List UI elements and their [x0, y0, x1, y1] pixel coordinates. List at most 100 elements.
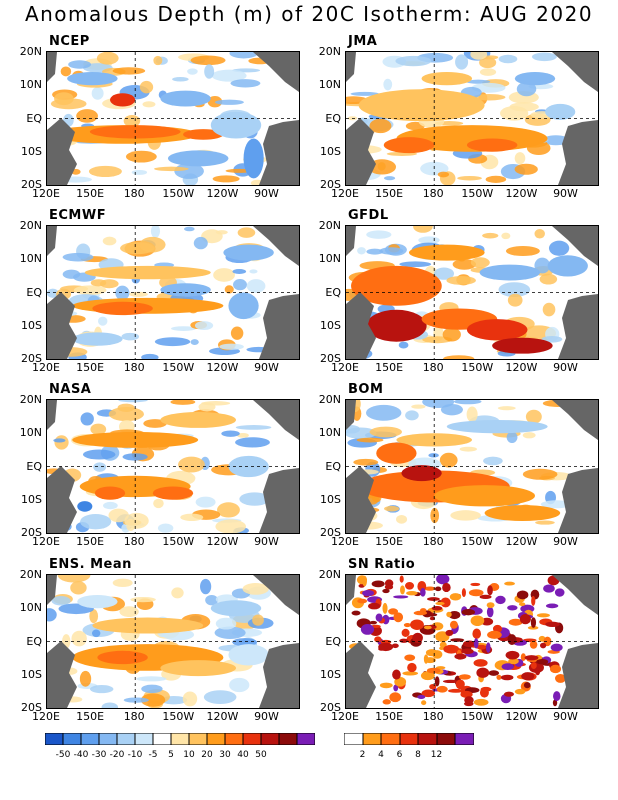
sn-ratio-cell [421, 700, 427, 706]
colorbar-label: 4 [378, 750, 384, 760]
x-tick-label: 150W [162, 187, 195, 200]
colorbar-swatch [117, 733, 135, 745]
anomaly-feature [228, 292, 259, 320]
heatmap-svg [346, 226, 598, 359]
colorbar-label: 8 [415, 750, 421, 760]
sn-ratio-cell [382, 602, 388, 614]
y-tick-label: 10N [19, 78, 42, 92]
panel-title: NASA [49, 382, 92, 397]
colorbar-swatch [225, 733, 243, 745]
anomaly-cell [205, 594, 219, 606]
anomaly-feature [376, 442, 417, 464]
anomaly-cell [237, 227, 256, 238]
anomaly-cell [246, 279, 266, 293]
y-tick-label: 10N [19, 426, 42, 440]
sn-ratio-cell [531, 595, 536, 606]
field-map [345, 574, 599, 709]
anomaly-cell [384, 505, 400, 512]
anomaly-cell [98, 316, 108, 326]
sn-ratio-cell [434, 586, 442, 592]
colorbar-label: 6 [396, 750, 403, 760]
sn-ratio-cell [545, 603, 559, 609]
sn-ratio-cell [523, 682, 531, 689]
anomaly-cell [353, 458, 379, 466]
sn-ratio-cell [448, 610, 461, 620]
y-tick-label: EQ [325, 634, 341, 648]
anomaly-cell [214, 99, 244, 105]
heatmap-svg [346, 575, 598, 708]
y-tick-label: 20N [19, 45, 42, 58]
sn-ratio-cell [429, 684, 437, 690]
y-tick-label: EQ [325, 111, 341, 125]
anomaly-cell [249, 269, 258, 274]
sn-ratio-cell [516, 590, 529, 600]
x-tick-label: 90W [553, 187, 578, 200]
colorbar-swatch [207, 733, 225, 745]
anomaly-cell [506, 431, 518, 444]
sn-ratio-cell [461, 609, 476, 616]
sn-ratio-cell [479, 594, 492, 600]
anomaly-cell [215, 519, 246, 533]
sn-ratio-cell [553, 691, 561, 702]
anomaly-cell [457, 175, 482, 181]
anomaly-cell [366, 248, 384, 255]
sn-ratio-cell [486, 606, 494, 618]
anomaly-cell [540, 500, 572, 509]
anomaly-cell [91, 629, 101, 638]
anomaly-cell [60, 66, 72, 77]
anomaly-feature [210, 600, 262, 617]
x-tick-label: 180 [422, 535, 444, 548]
sn-ratio-cell [402, 671, 419, 676]
anomaly-feature [77, 594, 118, 609]
anomaly-feature [77, 501, 93, 512]
sn-ratio-cell [405, 581, 415, 590]
anomaly-cell [73, 285, 107, 295]
colorbar-swatch [171, 733, 189, 745]
y-tick-label: EQ [26, 285, 42, 299]
anomaly-feature [243, 138, 264, 179]
anomaly-cell [54, 435, 69, 450]
anomaly-feature [547, 255, 588, 277]
anomaly-cell [369, 426, 402, 438]
colorbar-swatch [362, 733, 381, 745]
anomaly-cell [129, 291, 148, 297]
y-tick-label: 10S [21, 667, 42, 681]
sn-ratio-cell [426, 597, 440, 601]
anomaly-cell [534, 257, 551, 274]
anomaly-cell [123, 115, 141, 127]
sn-ratio-cell [549, 664, 562, 674]
anomaly-cell [232, 268, 247, 275]
x-tick-label: 150W [461, 187, 494, 200]
y-tick-label: 10S [320, 667, 341, 681]
sn-ratio-cell [401, 628, 410, 637]
anomaly-cell [204, 64, 215, 79]
anomaly-cell [154, 337, 191, 347]
anomaly-cell [356, 437, 384, 443]
colorbar-label: 2 [359, 750, 366, 760]
sn-ratio-cell [473, 638, 479, 649]
anomaly-cell [154, 166, 189, 172]
colorbar-swatch [189, 733, 207, 745]
y-tick-label: EQ [325, 459, 341, 473]
anomaly-cell [139, 236, 166, 253]
sn-ratio-cell [487, 630, 502, 639]
anomaly-feature [210, 111, 262, 139]
anomaly-cell [501, 232, 511, 240]
anomaly-cell [542, 302, 556, 317]
anomaly-feature [446, 419, 548, 434]
anomaly-feature [160, 283, 211, 297]
x-tick-label: 120W [206, 710, 239, 723]
sn-ratio-cell [485, 642, 491, 653]
y-tick-label: 10N [318, 78, 341, 92]
y-tick-label: 20S [320, 352, 341, 365]
land-mass [354, 665, 368, 679]
sn-ratio-cell [449, 620, 458, 629]
land-mass [47, 400, 57, 430]
anomaly-cell [140, 693, 166, 707]
anomaly-cell [350, 91, 380, 96]
sn-ratio-cell [443, 644, 460, 654]
field-map [46, 574, 300, 709]
land-mass [55, 142, 69, 156]
anomaly-cell [96, 52, 119, 65]
sn-ratio-cell [555, 673, 566, 683]
